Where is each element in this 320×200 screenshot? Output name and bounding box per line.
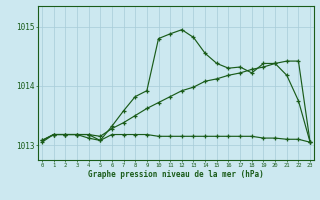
X-axis label: Graphe pression niveau de la mer (hPa): Graphe pression niveau de la mer (hPa) [88, 170, 264, 179]
